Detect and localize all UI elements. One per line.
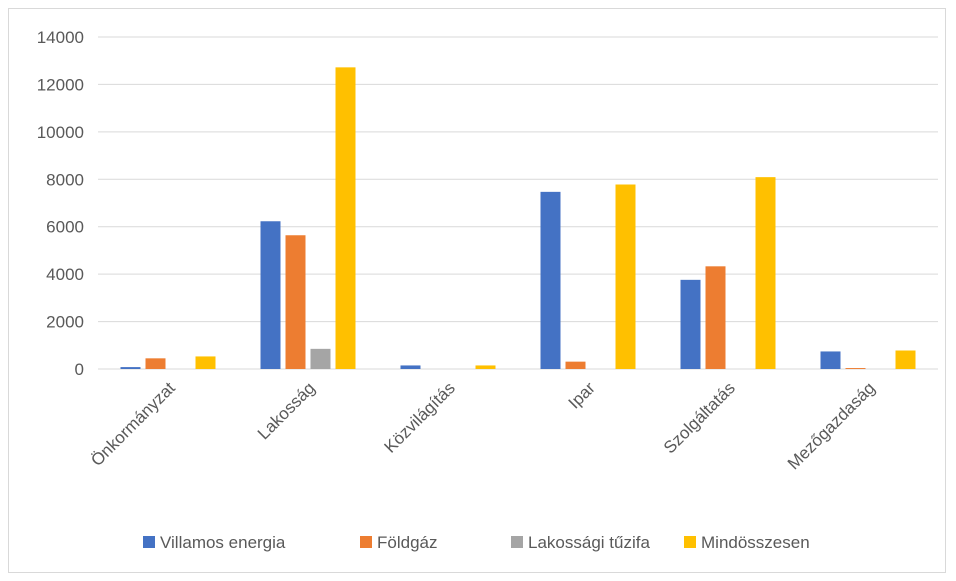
x-category-label: Közvilágítás — [381, 378, 459, 456]
y-tick-label: 12000 — [37, 75, 84, 94]
legend-label: Földgáz — [377, 533, 437, 552]
legend-label: Villamos energia — [160, 533, 286, 552]
x-category-label: Önkormányzat — [87, 378, 179, 470]
legend-swatch — [360, 536, 372, 548]
bar — [145, 358, 166, 369]
bar — [540, 191, 561, 369]
y-tick-label: 6000 — [46, 218, 84, 237]
bar — [565, 361, 586, 369]
bar — [895, 350, 916, 369]
y-axis-ticks: 0 2000 4000 6000 8000 10000 12000 14000 — [37, 28, 84, 379]
y-tick-label: 10000 — [37, 123, 84, 142]
bar — [475, 365, 496, 369]
legend-label: Mindösszesen — [701, 533, 810, 552]
legend-swatch — [684, 536, 696, 548]
bar — [755, 177, 776, 369]
legend: Villamos energia Földgáz Lakossági tűzifa M… — [143, 533, 810, 552]
chart-frame — [8, 8, 946, 573]
y-tick-label: 14000 — [37, 28, 84, 47]
y-tick-label: 4000 — [46, 265, 84, 284]
bar — [120, 367, 141, 369]
bar — [820, 351, 841, 369]
gridlines — [98, 36, 938, 370]
x-category-label: Mezőgazdaság — [784, 378, 879, 473]
bar — [310, 348, 331, 369]
legend-label: Lakossági tűzifa — [528, 533, 650, 552]
bar — [705, 266, 726, 369]
legend-swatch — [143, 536, 155, 548]
x-axis-categories: Önkormányzat Lakosság Közvilágítás Ipar Szol… — [87, 378, 879, 473]
bar — [400, 365, 421, 369]
bar — [845, 368, 866, 369]
x-category-label: Lakosság — [254, 378, 319, 443]
bars — [120, 67, 916, 370]
y-tick-label: 2000 — [46, 313, 84, 332]
y-tick-label: 8000 — [46, 170, 84, 189]
bar — [195, 356, 216, 369]
legend-swatch — [511, 536, 523, 548]
bar — [260, 221, 281, 369]
bar — [285, 235, 306, 369]
x-category-label: Ipar — [565, 378, 599, 412]
bar — [335, 67, 356, 370]
bar — [615, 184, 636, 369]
x-category-label: Szolgáltatás — [660, 378, 739, 457]
bar — [680, 279, 701, 369]
y-tick-label: 0 — [75, 360, 84, 379]
